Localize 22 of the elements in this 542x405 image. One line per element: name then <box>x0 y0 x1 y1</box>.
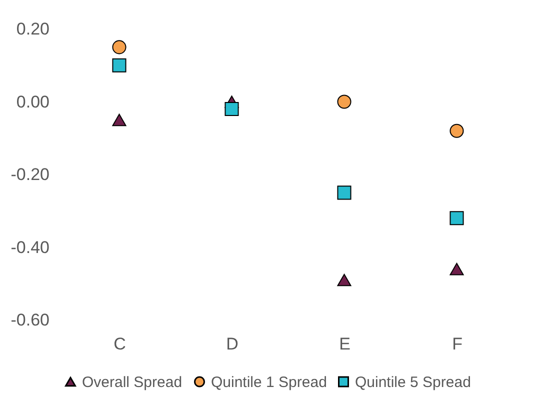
y-tick-label: 0.00 <box>16 92 50 112</box>
y-tick-label: -0.60 <box>10 310 50 330</box>
y-tick-label: -0.20 <box>10 165 50 184</box>
point <box>224 102 239 116</box>
point <box>112 58 126 72</box>
point <box>112 114 126 126</box>
y-tick-label: 0.20 <box>16 20 50 38</box>
point <box>450 262 464 276</box>
x-tick-label: D <box>226 334 238 354</box>
legend-label: Quintile 1 Spread <box>211 374 327 391</box>
point <box>337 274 352 286</box>
legend-label: Quintile 5 Spread <box>355 374 471 391</box>
point <box>337 186 352 200</box>
y-tick-label: -0.40 <box>10 238 50 257</box>
point <box>112 40 126 54</box>
point <box>337 94 352 109</box>
legend-label: Overall Spread <box>82 374 182 391</box>
x-tick-label: C <box>114 334 126 354</box>
point <box>450 124 464 138</box>
x-tick-label: F <box>452 334 462 354</box>
x-tick-label: E <box>339 334 350 354</box>
point <box>450 211 464 226</box>
